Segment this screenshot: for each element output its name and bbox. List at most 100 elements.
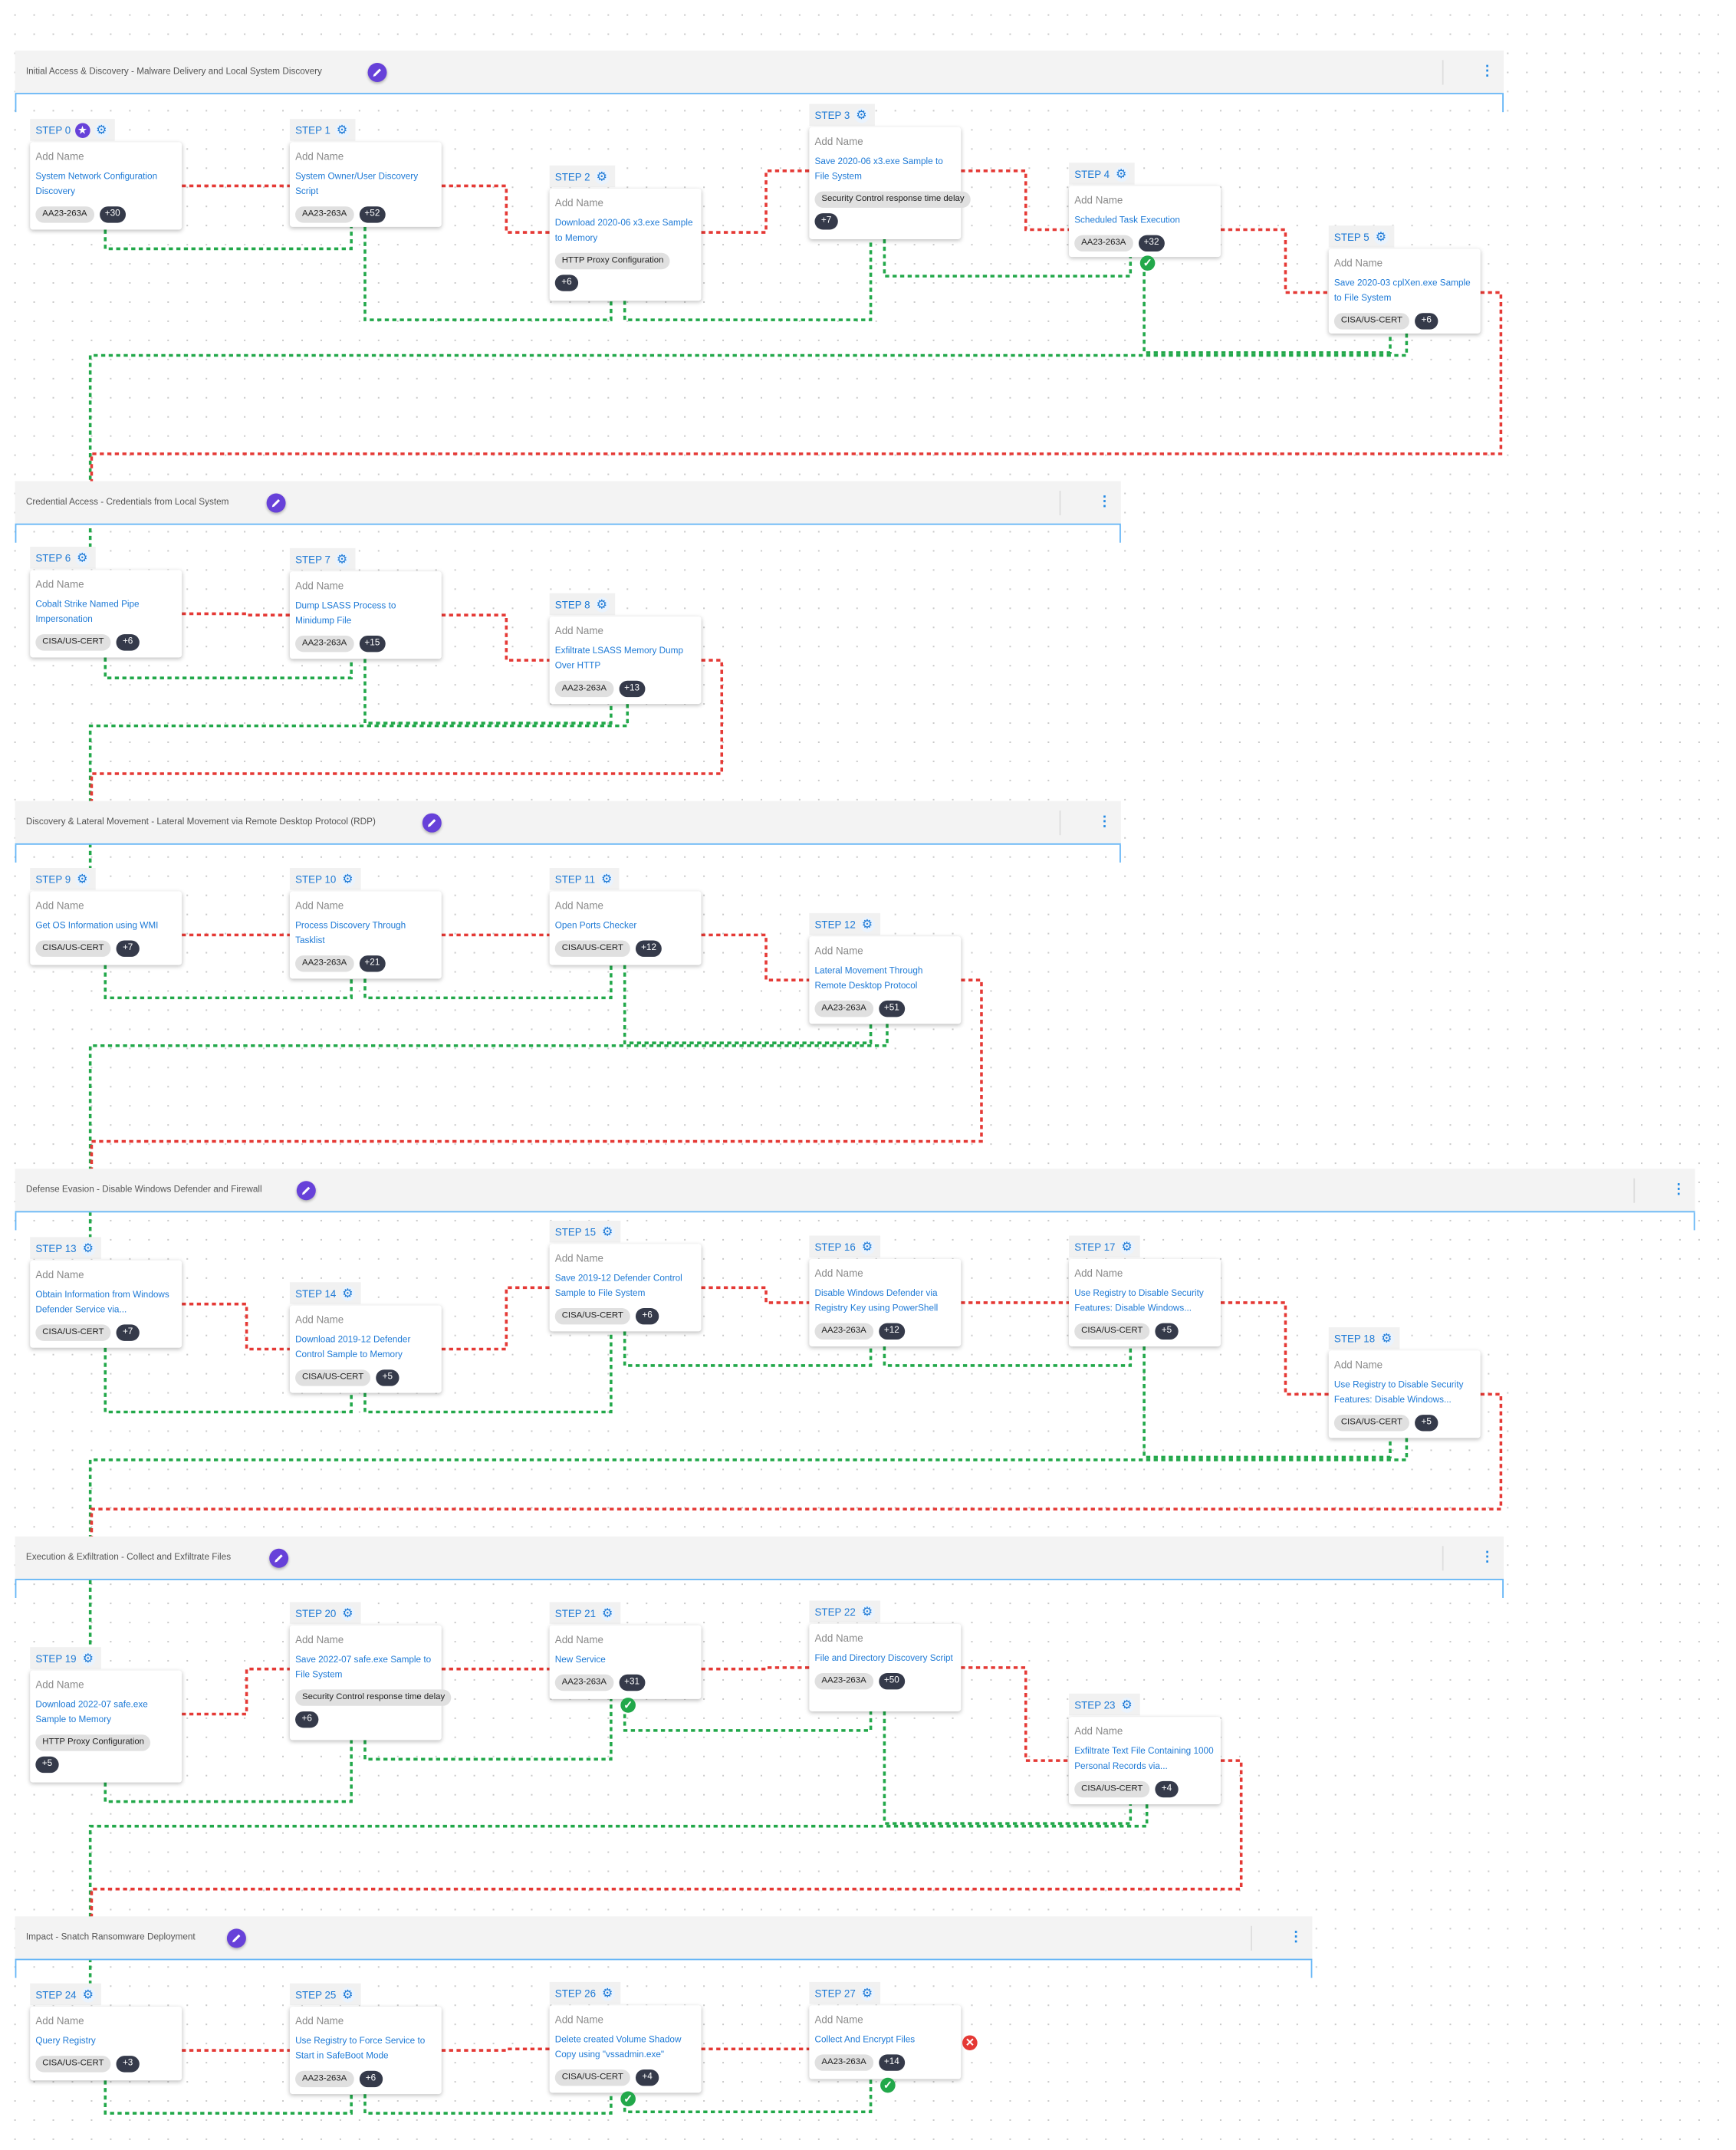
step-card[interactable]: Add Name Save 2019-12 Defender Control Sa… (549, 1244, 702, 1332)
tag-chip[interactable]: Security Control response time delay (295, 1689, 452, 1706)
step-settings-gear-icon[interactable]: ⚙ (1113, 166, 1129, 182)
step-name-input[interactable]: Add Name (35, 1678, 84, 1691)
step-technique-link[interactable]: Cobalt Strike Named Pipe Impersonation (35, 600, 140, 625)
step-settings-gear-icon[interactable]: ⚙ (334, 122, 350, 138)
step-settings-gear-icon[interactable]: ⚙ (860, 1603, 875, 1619)
step-card[interactable]: Add Name Collect And Encrypt Files AA23-26… (809, 2005, 962, 2079)
more-tags-count[interactable]: +5 (376, 1369, 399, 1386)
step-settings-gear-icon[interactable]: ⚙ (80, 1240, 96, 1256)
step-card[interactable]: Add Name System Network Configuration Dis… (30, 142, 182, 230)
step-card[interactable]: Add Name Disable Windows Defender via Reg… (809, 1258, 962, 1346)
tag-chip[interactable]: AA23-263A (814, 1673, 873, 1690)
step-settings-gear-icon[interactable]: ⚙ (600, 1605, 616, 1621)
more-tags-count[interactable]: +15 (359, 635, 386, 653)
edit-section-button[interactable] (296, 1181, 316, 1201)
step-card[interactable]: Add Name Get OS Information using WMI CISA… (30, 891, 182, 965)
more-tags-count[interactable]: +12 (635, 940, 663, 957)
step-settings-gear-icon[interactable]: ⚙ (340, 1605, 356, 1621)
step-card[interactable]: Add Name Save 2020-03 cplXen.exe Sample t… (1328, 248, 1481, 334)
more-tags-count[interactable]: +50 (878, 1673, 905, 1690)
step-name-input[interactable]: Add Name (1074, 1724, 1123, 1737)
step-name-input[interactable]: Add Name (1074, 1267, 1123, 1280)
tag-chip[interactable]: CISA/US-CERT (554, 1308, 630, 1325)
step-settings-gear-icon[interactable]: ⚙ (853, 107, 870, 123)
step-card[interactable]: Add Name Use Registry to Disable Security… (1328, 1350, 1481, 1438)
tag-chip[interactable]: AA23-263A (814, 1000, 873, 1017)
step-card[interactable]: Add Name File and Directory Discovery Scr… (809, 1623, 962, 1711)
step-technique-link[interactable]: Dump LSASS Process to Minidump File (295, 601, 396, 626)
edit-section-button[interactable] (266, 493, 286, 513)
tag-chip[interactable]: AA23-263A (295, 635, 354, 653)
section-more-button[interactable]: ⋮ (1097, 814, 1112, 830)
step-settings-gear-icon[interactable]: ⚙ (340, 1285, 356, 1301)
step-settings-gear-icon[interactable]: ⚙ (593, 169, 610, 184)
tag-chip[interactable]: CISA/US-CERT (1074, 1323, 1150, 1340)
tag-chip[interactable]: AA23-263A (1074, 235, 1133, 252)
step-name-input[interactable]: Add Name (35, 2014, 84, 2027)
more-tags-count[interactable]: +7 (116, 940, 140, 957)
step-card[interactable]: Add Name Save 2020-06 x3.exe Sample to Fi… (809, 127, 972, 239)
step-card[interactable]: Add Name Delete created Volume Shadow Cop… (549, 2005, 702, 2093)
step-technique-link[interactable]: Query Registry (35, 2037, 96, 2046)
step-settings-gear-icon[interactable]: ⚙ (860, 916, 875, 932)
more-tags-count[interactable]: +51 (878, 1000, 905, 1017)
more-tags-count[interactable]: +32 (1138, 235, 1165, 252)
step-technique-link[interactable]: Collect And Encrypt Files (814, 2035, 916, 2045)
step-name-input[interactable]: Add Name (1333, 257, 1383, 270)
more-tags-count[interactable]: +6 (359, 2070, 383, 2088)
tag-chip[interactable]: CISA/US-CERT (1074, 1780, 1150, 1798)
step-name-input[interactable]: Add Name (554, 2013, 603, 2026)
tag-chip[interactable]: CISA/US-CERT (295, 1369, 371, 1386)
step-card[interactable]: Add Name Download 2019-12 Defender Contro… (289, 1305, 442, 1393)
step-settings-gear-icon[interactable]: ⚙ (74, 550, 90, 566)
step-settings-gear-icon[interactable]: ⚙ (340, 871, 356, 887)
section-more-button[interactable]: ⋮ (1097, 495, 1112, 510)
more-tags-count[interactable]: +4 (635, 2069, 659, 2086)
step-settings-gear-icon[interactable]: ⚙ (1119, 1697, 1135, 1712)
more-tags-count[interactable]: +6 (554, 275, 579, 291)
step-technique-link[interactable]: Delete created Volume Shadow Copy using … (554, 2035, 682, 2060)
step-name-input[interactable]: Add Name (295, 899, 344, 912)
step-technique-link[interactable]: Use Registry to Force Service to Start i… (295, 2037, 426, 2062)
step-settings-gear-icon[interactable]: ⚙ (860, 1239, 875, 1254)
step-name-input[interactable]: Add Name (1333, 1359, 1383, 1372)
tag-chip[interactable]: AA23-263A (814, 1323, 873, 1340)
tag-chip[interactable]: AA23-263A (814, 2054, 873, 2071)
step-technique-link[interactable]: Disable Windows Defender via Registry Ke… (814, 1289, 939, 1314)
step-technique-link[interactable]: Obtain Information from Windows Defender… (35, 1290, 169, 1315)
step-settings-gear-icon[interactable]: ⚙ (600, 1985, 616, 2000)
step-technique-link[interactable]: Use Registry to Disable Security Feature… (1074, 1289, 1204, 1314)
step-card[interactable]: Add Name Dump LSASS Process to Minidump F… (289, 571, 442, 659)
step-card[interactable]: Add Name Download 2022-07 safe.exe Sample… (30, 1670, 182, 1783)
more-tags-count[interactable]: +6 (116, 634, 140, 651)
step-card[interactable]: Add Name Process Discovery Through Taskli… (289, 891, 442, 979)
step-card[interactable]: Add Name Obtain Information from Windows … (30, 1260, 182, 1348)
edit-section-button[interactable] (367, 63, 387, 82)
step-technique-link[interactable]: Exfiltrate Text File Containing 1000 Per… (1074, 1747, 1214, 1772)
more-tags-count[interactable]: +52 (359, 206, 386, 223)
step-card[interactable]: Add Name Exfiltrate Text File Containing … (1069, 1717, 1221, 1805)
tag-chip[interactable]: Security Control response time delay (814, 191, 972, 208)
tag-chip[interactable]: CISA/US-CERT (554, 2069, 630, 2086)
more-tags-count[interactable]: +21 (359, 955, 386, 972)
step-name-input[interactable]: Add Name (295, 2014, 344, 2027)
step-settings-gear-icon[interactable]: ⚙ (94, 122, 110, 138)
step-name-input[interactable]: Add Name (35, 150, 84, 163)
tag-chip[interactable]: CISA/US-CERT (35, 2056, 111, 2073)
step-card[interactable]: Add Name Lateral Movement Through Remote … (809, 936, 962, 1024)
step-card[interactable]: Add Name Use Registry to Force Service to… (289, 2007, 442, 2095)
step-technique-link[interactable]: File and Directory Discovery Script (814, 1654, 953, 1664)
step-name-input[interactable]: Add Name (814, 1632, 863, 1645)
step-technique-link[interactable]: Exfiltrate LSASS Memory Dump Over HTTP (554, 646, 684, 672)
tag-chip[interactable]: CISA/US-CERT (35, 1324, 111, 1341)
tag-chip[interactable]: CISA/US-CERT (554, 940, 630, 957)
step-settings-gear-icon[interactable]: ⚙ (334, 551, 350, 567)
tag-chip[interactable]: CISA/US-CERT (1333, 313, 1409, 330)
tag-chip[interactable]: CISA/US-CERT (35, 940, 111, 957)
step-name-input[interactable]: Add Name (35, 899, 84, 912)
tag-chip[interactable]: CISA/US-CERT (35, 634, 111, 651)
more-tags-count[interactable]: +7 (814, 213, 838, 230)
step-name-input[interactable]: Add Name (814, 944, 863, 957)
step-technique-link[interactable]: Save 2022-07 safe.exe Sample to File Sys… (295, 1655, 432, 1680)
